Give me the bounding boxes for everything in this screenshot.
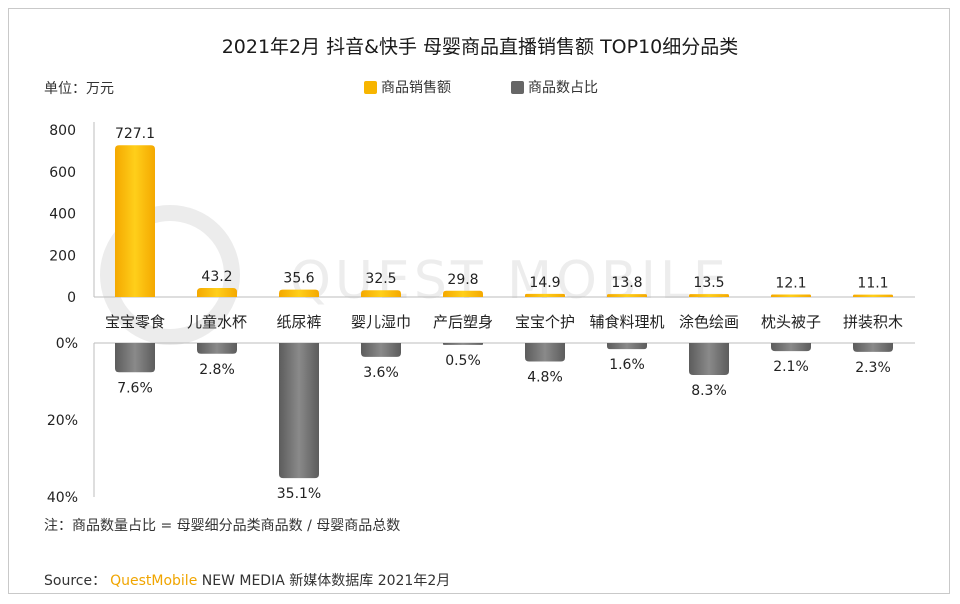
- share-value-label: 3.6%: [363, 365, 399, 381]
- legend-label-sales: 商品销售额: [381, 80, 451, 96]
- share-bar: [771, 343, 811, 352]
- sales-bar: [279, 289, 319, 297]
- category-label: 产后塑身: [433, 313, 493, 331]
- bottom-y-tick-label: 20%: [47, 413, 78, 429]
- share-bar: [197, 343, 237, 354]
- top-y-tick-label: 600: [49, 165, 76, 181]
- top-y-tick-label: 800: [49, 123, 76, 139]
- share-value-label: 2.1%: [773, 359, 809, 375]
- category-label: 拼装积木: [843, 313, 903, 331]
- share-value-label: 0.5%: [445, 353, 481, 369]
- unit-label: 单位：万元: [44, 81, 114, 97]
- legend-swatch-share: [511, 80, 524, 94]
- share-bar: [525, 343, 565, 362]
- footnote: 注：商品数量占比 = 母婴细分品类商品数 / 母婴商品总数: [44, 518, 401, 534]
- sales-value-label: 13.8: [611, 275, 642, 291]
- share-value-label: 4.8%: [527, 369, 563, 385]
- source-brand: QuestMobile: [110, 573, 198, 589]
- bottom-y-tick-label: 40%: [47, 490, 78, 506]
- category-label: 婴儿湿巾: [351, 313, 411, 331]
- sales-value-label: 29.8: [447, 272, 478, 288]
- sales-bar: [853, 294, 893, 297]
- sales-bar: [607, 294, 647, 297]
- sales-bar: [197, 287, 237, 297]
- category-label: 儿童水杯: [187, 313, 247, 331]
- category-label: 宝宝个护: [515, 313, 575, 331]
- sales-value-label: 35.6: [283, 271, 314, 287]
- category-label: 涂色绘画: [679, 313, 739, 331]
- source-line: Source： QuestMobile NEW MEDIA 新媒体数据库 2021…: [44, 570, 458, 590]
- legend-item-sales: 商品销售额: [364, 77, 451, 97]
- share-value-label: 8.3%: [691, 383, 727, 399]
- top-y-tick-label: 0: [67, 290, 76, 306]
- sales-value-label: 14.9: [529, 275, 560, 291]
- sales-bar: [443, 290, 483, 297]
- category-label: 枕头被子: [761, 313, 821, 331]
- sales-value-label: 43.2: [201, 269, 232, 285]
- share-value-label: 2.3%: [855, 360, 891, 376]
- sales-value-label: 13.5: [693, 275, 724, 291]
- share-bar: [853, 343, 893, 352]
- share-value-label: 7.6%: [117, 380, 153, 396]
- sales-value-label: 12.1: [775, 275, 806, 291]
- category-label: 纸尿裤: [276, 313, 321, 331]
- sales-bar: [525, 293, 565, 297]
- legend-item-share: 商品数占比: [511, 77, 598, 97]
- sales-bar: [689, 294, 729, 297]
- sales-bar: [771, 294, 811, 297]
- bottom-y-tick-label: 0%: [56, 336, 78, 352]
- chart-title: 2021年2月 抖音&快手 母婴商品直播销售额 TOP10细分品类: [221, 36, 739, 58]
- sales-value-label: 727.1: [115, 126, 155, 142]
- source-rest: NEW MEDIA 新媒体数据库 2021年2月: [201, 573, 451, 589]
- share-bar: [607, 343, 647, 350]
- share-bar: [689, 343, 729, 375]
- sales-value-label: 32.5: [365, 271, 396, 287]
- share-value-label: 2.8%: [199, 362, 235, 378]
- top-y-tick-label: 200: [49, 248, 76, 264]
- legend-swatch-sales: [364, 80, 377, 94]
- category-label: 宝宝零食: [105, 313, 165, 331]
- share-bar: [361, 343, 401, 357]
- source-prefix: Source：: [44, 573, 107, 589]
- top-y-tick-label: 400: [49, 207, 76, 223]
- sales-value-label: 11.1: [857, 276, 888, 292]
- share-value-label: 1.6%: [609, 357, 645, 373]
- sales-bar: [361, 290, 401, 297]
- share-bar: [443, 343, 483, 345]
- legend-label-share: 商品数占比: [528, 80, 598, 96]
- category-label: 辅食料理机: [589, 313, 664, 331]
- share-value-label: 35.1%: [277, 486, 321, 502]
- chart-frame: [8, 8, 950, 594]
- share-bar: [115, 343, 155, 373]
- share-bar: [279, 343, 319, 479]
- sales-bar: [115, 145, 155, 297]
